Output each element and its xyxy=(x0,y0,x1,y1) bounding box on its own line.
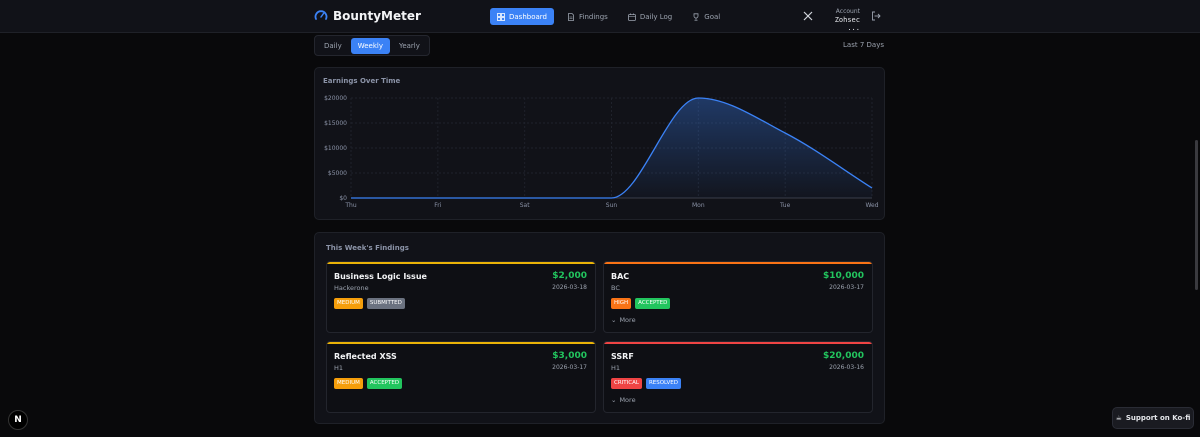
x-tick-label: Thu xyxy=(344,202,356,209)
finding-title: BAC xyxy=(611,272,630,281)
account-label: Account xyxy=(835,8,860,15)
weekly-findings-card: This Week's Findings Business Logic Issu… xyxy=(314,232,885,424)
more-toggle[interactable]: ⌄ More xyxy=(611,396,636,404)
calendar-icon xyxy=(627,13,636,21)
y-tick-label: $20000 xyxy=(324,95,347,102)
more-label: More xyxy=(619,396,636,404)
x-tick-label: Wed xyxy=(865,202,878,209)
x-tick-label: Sun xyxy=(606,202,618,209)
earnings-chart-card: Earnings Over Time $0 $5000 $10000 $15000 $2… xyxy=(314,67,885,220)
nav-goal[interactable]: Goal xyxy=(685,8,727,25)
top-navigation-bar: BountyMeter Dashboard Findings Daily Log… xyxy=(0,0,1200,33)
chart-title: Earnings Over Time xyxy=(323,77,401,85)
nav-daily-log-label: Daily Log xyxy=(639,12,673,21)
nav-findings[interactable]: Findings xyxy=(560,8,615,25)
x-tick-label: Sat xyxy=(520,202,530,209)
finding-program: Hackerone xyxy=(334,284,369,292)
finding-program: BC xyxy=(611,284,620,292)
earnings-area xyxy=(351,98,872,198)
y-tick-label: $0 xyxy=(339,195,347,202)
severity-badge: HIGH xyxy=(611,298,632,309)
finding-date: 2026-03-17 xyxy=(552,364,587,371)
severity-bar xyxy=(604,342,872,344)
nav-goal-label: Goal xyxy=(704,12,721,21)
finding-amount: $20,000 xyxy=(823,351,864,361)
nav-daily-log[interactable]: Daily Log xyxy=(621,8,679,25)
finding-date: 2026-03-18 xyxy=(552,284,587,291)
period-daily[interactable]: Daily xyxy=(324,41,342,50)
finding-program: H1 xyxy=(334,364,344,372)
x-tick-label: Fri xyxy=(434,202,441,209)
account-info[interactable]: Account Zohsec ... xyxy=(824,8,860,32)
finding-amount: $3,000 xyxy=(552,351,587,361)
period-weekly[interactable]: Weekly xyxy=(350,37,390,54)
chevron-down-icon: ⌄ xyxy=(611,316,617,324)
severity-badge: MEDIUM xyxy=(334,298,363,309)
trophy-icon xyxy=(693,12,699,21)
x-twitter-icon[interactable] xyxy=(803,11,813,21)
next-badge-label: N xyxy=(14,415,22,425)
status-badge: ACCEPTED xyxy=(366,378,403,389)
x-tick-label: Tue xyxy=(779,202,791,209)
severity-bar xyxy=(327,342,595,344)
severity-badge: CRITICAL xyxy=(611,378,642,389)
main-nav: Dashboard Findings Daily Log Goal xyxy=(490,8,727,25)
nav-dashboard-label: Dashboard xyxy=(509,12,547,21)
finding-title: Reflected XSS xyxy=(334,352,397,361)
finding-title: Business Logic Issue xyxy=(334,272,427,281)
coffee-icon: ☕ xyxy=(1115,414,1122,422)
logout-icon[interactable] xyxy=(871,11,881,21)
severity-badge: MEDIUM xyxy=(334,378,363,389)
chevron-down-icon: ⌄ xyxy=(611,396,617,404)
period-switcher: Daily Weekly Yearly xyxy=(314,35,430,56)
finding-amount: $2,000 xyxy=(552,271,587,281)
y-tick-label: $5000 xyxy=(328,170,347,177)
y-tick-label: $15000 xyxy=(324,120,347,127)
finding-amount: $10,000 xyxy=(823,271,864,281)
finding-date: 2026-03-16 xyxy=(829,364,864,371)
finding-title: SSRF xyxy=(611,352,634,361)
status-badge: RESOLVED xyxy=(645,378,681,389)
x-tick-label: Mon xyxy=(692,202,705,209)
account-name: Zohsec ... xyxy=(834,16,860,32)
severity-bar xyxy=(604,262,872,264)
finding-card[interactable]: SSRF H1 $20,000 2026-03-16 CRITICAL RESOLVED ⌄… xyxy=(603,341,873,413)
status-badge: ACCEPTED xyxy=(635,298,671,309)
nav-findings-label: Findings xyxy=(578,12,608,21)
earnings-chart: $0 $5000 $10000 $15000 $20000 Thu Fri Sat Sun Mo… xyxy=(324,95,879,209)
severity-bar xyxy=(327,262,595,264)
finding-card[interactable]: Reflected XSS H1 $3,000 2026-03-17 MEDIUM ACC… xyxy=(326,341,596,413)
finding-date: 2026-03-17 xyxy=(829,284,864,291)
y-tick-label: $10000 xyxy=(324,145,347,152)
more-label: More xyxy=(619,316,636,324)
finding-card[interactable]: Business Logic Issue Hackerone $2,000 2026-… xyxy=(326,261,596,333)
nav-dashboard[interactable]: Dashboard xyxy=(490,8,554,25)
status-badge: SUBMITTED xyxy=(366,298,405,309)
kofi-support-button[interactable]: ☕ Support on Ko-fi xyxy=(1112,407,1194,429)
finding-card[interactable]: BAC BC $10,000 2026-03-17 HIGH ACCEPTED ⌄ More xyxy=(603,261,873,333)
findings-title: This Week's Findings xyxy=(326,244,409,252)
date-range-label: Last 7 Days xyxy=(843,41,884,49)
more-toggle[interactable]: ⌄ More xyxy=(611,316,636,324)
kofi-label: Support on Ko-fi xyxy=(1125,414,1191,422)
document-icon xyxy=(568,12,574,21)
brand-logo[interactable]: BountyMeter xyxy=(314,9,421,23)
gauge-icon xyxy=(314,10,328,20)
scrollbar-thumb[interactable] xyxy=(1195,140,1198,290)
earnings-line xyxy=(351,97,873,199)
dashboard-icon xyxy=(497,12,505,21)
finding-program: H1 xyxy=(611,364,621,372)
next-dev-indicator[interactable]: N xyxy=(8,410,28,430)
period-yearly[interactable]: Yearly xyxy=(398,41,420,50)
brand-name: BountyMeter xyxy=(333,9,421,23)
